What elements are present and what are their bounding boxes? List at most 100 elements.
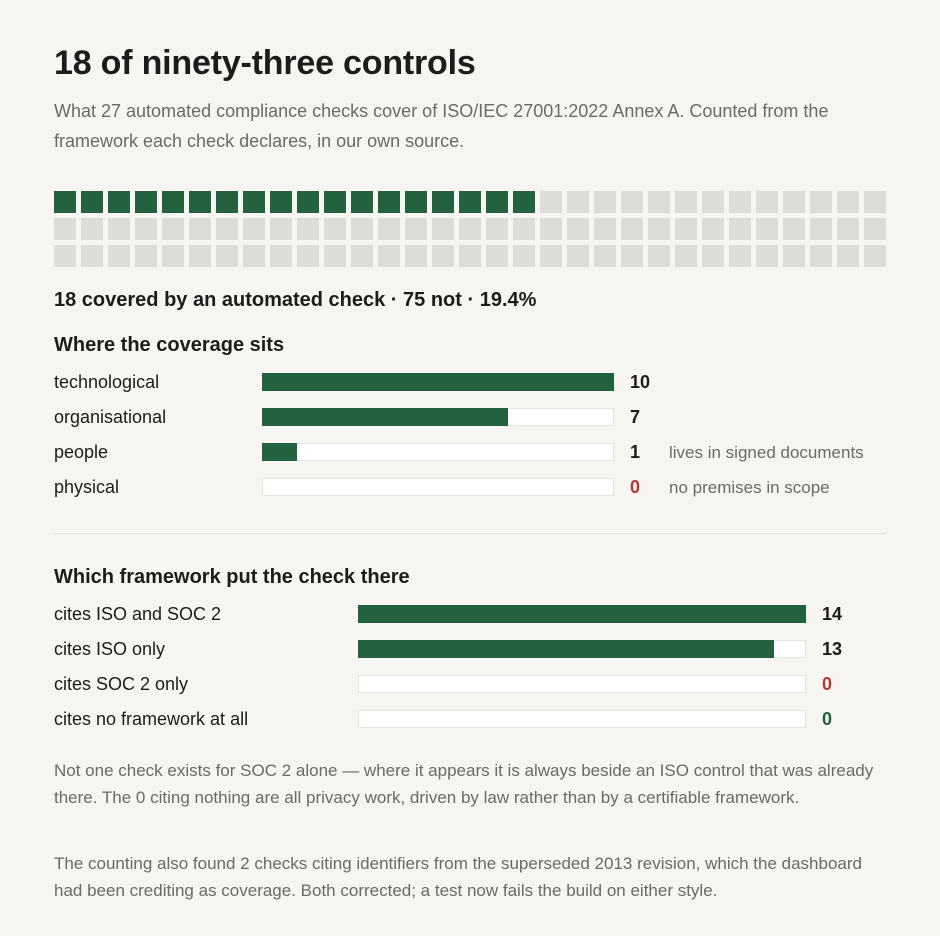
- waffle-cell-covered: [486, 191, 508, 213]
- waffle-cell-not-covered: [351, 218, 373, 240]
- page-title: 18 of ninety-three controls: [54, 44, 476, 82]
- waffle-cell-not-covered: [243, 245, 265, 267]
- waffle-cell-not-covered: [297, 218, 319, 240]
- waffle-cell-not-covered: [162, 245, 184, 267]
- waffle-cell-not-covered: [216, 245, 238, 267]
- note-paragraph-superseded: The counting also found 2 checks citing …: [54, 854, 862, 900]
- bar-label: physical: [54, 477, 120, 497]
- waffle-cell-covered: [297, 191, 319, 213]
- bar-label: cites ISO and SOC 2: [54, 604, 222, 624]
- bar-track: [262, 373, 614, 391]
- waffle-cell-not-covered: [648, 245, 670, 267]
- waffle-cell-not-covered: [540, 191, 562, 213]
- waffle-cell-not-covered: [621, 191, 643, 213]
- waffle-cell-not-covered: [351, 245, 373, 267]
- bar-row: physical 0 no premises in scope: [54, 476, 894, 498]
- waffle-cell-not-covered: [297, 245, 319, 267]
- waffle-cell-not-covered: [675, 245, 697, 267]
- waffle-cell-not-covered: [378, 218, 400, 240]
- waffle-cell-not-covered: [567, 218, 589, 240]
- bar-track: [262, 408, 614, 426]
- bar-row: people 1 lives in signed documents: [54, 441, 894, 463]
- waffle-cell-not-covered: [243, 218, 265, 240]
- waffle-cell-covered: [243, 191, 265, 213]
- coverage-by-theme-heading: Where the coverage sits: [54, 334, 285, 356]
- waffle-cell-not-covered: [189, 218, 211, 240]
- waffle-cell-not-covered: [621, 245, 643, 267]
- waffle-cell-covered: [216, 191, 238, 213]
- bar-value-label: 0: [630, 477, 641, 497]
- waffle-cell-not-covered: [324, 218, 346, 240]
- waffle-cell-not-covered: [378, 245, 400, 267]
- coverage-by-framework-heading: Which framework put the check there: [54, 566, 410, 588]
- waffle-cell-covered: [432, 191, 454, 213]
- waffle-cell-not-covered: [81, 218, 103, 240]
- bar-row: organisational 7: [54, 406, 894, 428]
- waffle-cell-not-covered: [864, 191, 886, 213]
- coverage-summary: 18 covered by an automated check · 75 no…: [54, 289, 537, 311]
- bar-track: [358, 640, 806, 658]
- waffle-cell-not-covered: [837, 218, 859, 240]
- waffle-cell-not-covered: [675, 218, 697, 240]
- waffle-cell-covered: [54, 191, 76, 213]
- waffle-cell-not-covered: [486, 245, 508, 267]
- waffle-cell-not-covered: [459, 245, 481, 267]
- bar-row: cites no framework at all 0: [54, 708, 894, 730]
- bar-value-label: 14: [822, 604, 843, 624]
- bar-row: cites SOC 2 only 0: [54, 673, 894, 695]
- page-subtitle: What 27 automated compliance checks cove…: [54, 101, 829, 151]
- waffle-cell-not-covered: [108, 245, 130, 267]
- waffle-cell-not-covered: [594, 245, 616, 267]
- waffle-cell-not-covered: [324, 245, 346, 267]
- coverage-waffle-chart: [54, 191, 886, 267]
- waffle-cell-not-covered: [486, 218, 508, 240]
- bar-label: technological: [54, 372, 160, 392]
- bar-label: cites SOC 2 only: [54, 674, 189, 694]
- waffle-cell-not-covered: [810, 245, 832, 267]
- bar-value-label: 13: [822, 639, 843, 659]
- waffle-cell-not-covered: [756, 218, 778, 240]
- bar-label: cites ISO only: [54, 639, 166, 659]
- waffle-cell-covered: [324, 191, 346, 213]
- waffle-cell-not-covered: [513, 245, 535, 267]
- note-paragraph-soc2: Not one check exists for SOC 2 alone — w…: [54, 761, 874, 807]
- bar-value-label: 10: [630, 372, 651, 392]
- waffle-cell-not-covered: [837, 245, 859, 267]
- bar-track: [358, 675, 806, 693]
- waffle-cell-not-covered: [729, 191, 751, 213]
- waffle-cell-not-covered: [594, 218, 616, 240]
- waffle-cell-not-covered: [270, 245, 292, 267]
- waffle-cell-not-covered: [189, 245, 211, 267]
- waffle-cell-covered: [405, 191, 427, 213]
- waffle-cell-not-covered: [405, 218, 427, 240]
- bar-track: [262, 443, 614, 461]
- waffle-cell-not-covered: [270, 218, 292, 240]
- waffle-cell-not-covered: [540, 218, 562, 240]
- waffle-cell-not-covered: [702, 245, 724, 267]
- waffle-cell-not-covered: [702, 218, 724, 240]
- waffle-cell-not-covered: [783, 218, 805, 240]
- waffle-cell-covered: [135, 191, 157, 213]
- waffle-cell-not-covered: [783, 191, 805, 213]
- waffle-cell-covered: [162, 191, 184, 213]
- bar-label: people: [54, 442, 109, 462]
- waffle-cell-not-covered: [648, 218, 670, 240]
- waffle-cell-not-covered: [864, 245, 886, 267]
- waffle-cell-not-covered: [810, 218, 832, 240]
- bar-label: cites no framework at all: [54, 709, 249, 729]
- bar-track: [358, 710, 806, 728]
- waffle-cell-covered: [351, 191, 373, 213]
- waffle-cell-covered: [459, 191, 481, 213]
- waffle-cell-not-covered: [783, 245, 805, 267]
- bar-value-label: 0: [822, 674, 833, 694]
- waffle-cell-not-covered: [162, 218, 184, 240]
- waffle-cell-not-covered: [729, 245, 751, 267]
- waffle-cell-not-covered: [864, 218, 886, 240]
- bar: [358, 605, 806, 623]
- waffle-cell-covered: [270, 191, 292, 213]
- bar-row: cites ISO and SOC 2 14: [54, 603, 894, 625]
- waffle-cell-not-covered: [513, 218, 535, 240]
- waffle-cell-not-covered: [702, 191, 724, 213]
- waffle-cell-not-covered: [54, 218, 76, 240]
- waffle-cell-not-covered: [432, 218, 454, 240]
